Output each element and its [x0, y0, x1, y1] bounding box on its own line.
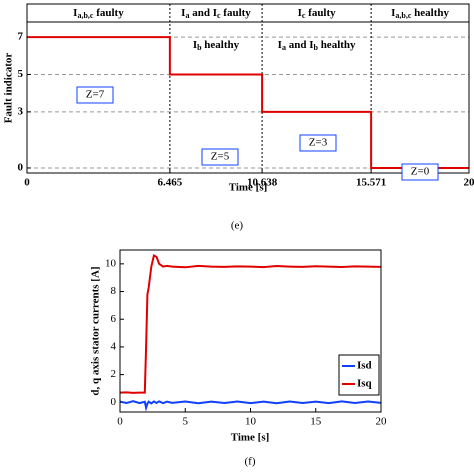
x-tick-label: 10	[245, 416, 257, 428]
segment-label: Ia,b,c faulty	[73, 7, 124, 20]
legend-label: Isd	[357, 360, 372, 372]
y-tick-label: 3	[18, 105, 24, 117]
caption: (f)	[245, 456, 256, 468]
label-part: and I	[189, 7, 217, 19]
plot-frame	[119, 249, 382, 413]
subscript: c	[302, 11, 306, 20]
x-tick-label: 0	[117, 416, 123, 428]
y-tick-label: 0	[111, 396, 117, 408]
legend-box	[338, 354, 380, 396]
y-tick-label: 4	[111, 340, 117, 352]
y-axis-label: Fault indicator	[3, 53, 15, 124]
y-tick-label: 5	[18, 68, 24, 80]
state-label: Z=0	[411, 166, 430, 178]
plot-frame	[26, 3, 470, 174]
state-label: Z=5	[211, 151, 230, 163]
label-part: I	[193, 39, 197, 51]
label-part: faulty	[221, 7, 252, 19]
y-axis-label: d, q axis stator currents [A]	[90, 266, 102, 395]
label-part: faulty	[305, 7, 336, 19]
label-part: I	[391, 7, 395, 19]
state-box	[299, 134, 337, 152]
x-tick-label: 20	[464, 177, 474, 189]
label-part: faulty	[93, 7, 124, 19]
state-box	[201, 148, 239, 166]
label-part: I	[73, 7, 77, 19]
label-part: healthy	[202, 39, 240, 51]
y-tick-label: 2	[111, 368, 117, 380]
subscript: a,b,c	[77, 11, 93, 20]
x-tick-label: 5	[183, 416, 189, 428]
x-axis-label: Time [s]	[229, 182, 268, 194]
subscript: c	[217, 11, 221, 20]
y-tick-label: 0	[18, 161, 24, 173]
segment-label: Ia,b,c healthy	[391, 7, 449, 20]
segment-label: Ia and Ib healthy	[278, 39, 356, 52]
label-part: I	[278, 39, 282, 51]
label-part: healthy	[318, 39, 356, 51]
x-tick-label: 10.638	[247, 177, 278, 189]
state-box	[401, 163, 439, 181]
label-part: I	[298, 7, 302, 19]
x-tick-label: 15	[310, 416, 322, 428]
segment-label: Ic faulty	[298, 7, 337, 20]
label-part: and I	[286, 39, 314, 51]
state-label: Z=7	[86, 89, 105, 101]
subscript: a	[282, 43, 286, 52]
series-line	[119, 400, 382, 412]
state-label: Z=3	[309, 137, 328, 149]
subscript: a,b,c	[395, 11, 411, 20]
series-line	[119, 254, 382, 394]
legend-label: Isq	[357, 378, 373, 390]
label-part: I	[181, 7, 185, 19]
subscript: b	[197, 43, 202, 52]
subscript: b	[313, 43, 318, 52]
x-tick-label: 0	[24, 177, 30, 189]
y-tick-label: 10	[105, 257, 117, 269]
segment-label: Ib healthy	[193, 39, 240, 52]
y-tick-label: 6	[111, 313, 117, 325]
y-tick-label: 8	[111, 285, 117, 297]
x-tick-label: 15.571	[356, 177, 386, 189]
segment-label: Ia and Ic faulty	[181, 7, 251, 20]
x-tick-label: 20	[376, 416, 388, 428]
caption: (e)	[231, 220, 244, 232]
state-box	[76, 86, 114, 104]
y-tick-label: 7	[18, 31, 24, 43]
x-axis-label: Time [s]	[231, 432, 270, 444]
subscript: a	[185, 11, 189, 20]
label-part: healthy	[411, 7, 449, 19]
series-line	[27, 36, 469, 169]
x-tick-label: 6.465	[158, 177, 183, 189]
